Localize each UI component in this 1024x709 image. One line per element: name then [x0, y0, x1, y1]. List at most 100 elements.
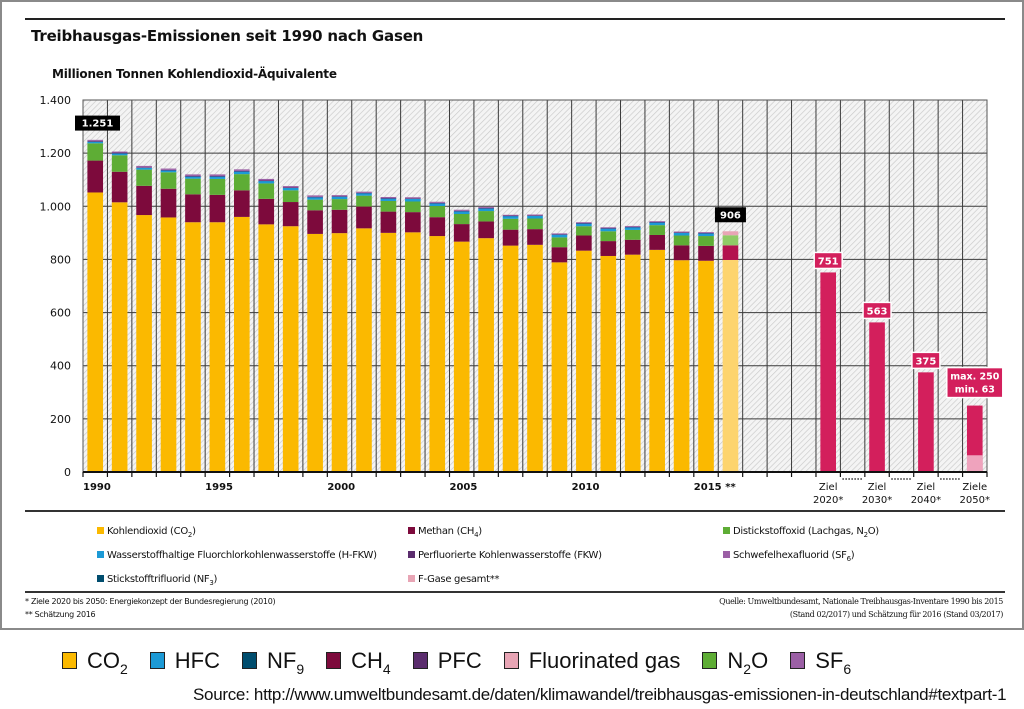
bar-segment-pfc: [527, 215, 543, 216]
bar-segment-co2: [478, 238, 494, 472]
bar-segment-co2: [624, 254, 641, 472]
bar-segment-ch4: [502, 229, 519, 246]
legend-label: Methan (CH4): [418, 526, 482, 539]
target-bar: [869, 322, 885, 472]
external-legend-label: PFC: [437, 648, 482, 673]
legend-item-fgas: F-Gase gesamt**: [408, 574, 499, 585]
bar-segment-hfc: [698, 233, 714, 237]
bar-segment-co2: [258, 224, 275, 472]
bar-segment-hfc: [429, 203, 446, 207]
target-label-line1: Ziel: [819, 482, 838, 493]
bar-segment-pfc: [453, 210, 470, 212]
y-tick-label: 1.400: [40, 94, 72, 107]
legend-subscript: 4: [474, 531, 479, 539]
chart-title: Treibhausgas-Emissionen seit 1990 nach G…: [31, 27, 424, 45]
target-bar: [820, 272, 837, 472]
bar-segment-n2o: [233, 174, 250, 191]
legend-subscript: 6: [846, 555, 851, 563]
bar-segment-n2o: [649, 225, 665, 235]
legend-subscript: 2: [187, 531, 193, 539]
bar-segment-sf6: [478, 206, 494, 208]
bar-segment-hfc: [307, 196, 323, 200]
bar-segment-pfc: [551, 234, 568, 235]
legend-item-co2: Kohlendioxid (CO2): [97, 526, 196, 539]
legend-label: Kohlendioxid (CO2): [107, 526, 196, 539]
total-badge: [75, 115, 120, 131]
legend-swatch: [326, 652, 342, 669]
bar-segment-ch4: [233, 190, 250, 217]
legend-swatch: [723, 551, 730, 558]
bar-segment-hfc: [136, 167, 152, 170]
bar-segment-sf6: [624, 225, 641, 227]
external-legend-label: NF9: [267, 648, 305, 677]
target-badge: [813, 251, 843, 270]
bar-segment-co2: [600, 255, 617, 472]
bar-segment-sf6: [673, 231, 690, 233]
external-legend-item: CH4: [326, 648, 391, 677]
bar-segment-co2: [722, 259, 739, 472]
y-tick-label: 400: [50, 360, 71, 373]
bar-segment-sf6: [160, 168, 177, 170]
bar-segment-co2: [673, 260, 690, 472]
bar-segment-pfc: [649, 221, 665, 223]
y-axis-unit-label: Millionen Tonnen Kohlendioxid-Äquivalent…: [52, 67, 337, 81]
x-tick-label: **: [725, 482, 736, 493]
y-tick-label: 200: [50, 413, 71, 426]
bar-segment-pfc: [258, 180, 275, 182]
bar-segment-hfc: [649, 222, 665, 226]
bar-segment-n2o: [453, 213, 470, 225]
external-legend-item: N2O: [702, 648, 768, 677]
footnote-estimate: ** Schätzung 2016: [25, 610, 96, 619]
bar-segment-co2: [649, 249, 665, 472]
legend: Kohlendioxid (CO2) Methan (CH4) Disticks…: [25, 510, 1005, 592]
bar-segment-n2o: [185, 178, 201, 195]
target-label-line2: 2030*: [862, 495, 892, 506]
bar-segment-co2: [87, 192, 104, 472]
bar-segment-sf6: [356, 191, 372, 193]
bar-segment-ch4: [331, 209, 348, 234]
legend-swatch: [62, 652, 77, 669]
bar-segment-hfc: [233, 171, 250, 175]
bar-segment-co2: [209, 222, 226, 472]
bar-segment-hfc: [209, 176, 226, 179]
source-note-2: (Stand 02/2017) und Schätzung für 2016 (…: [789, 610, 1003, 619]
bar-segment-ch4: [356, 206, 372, 229]
target-badge: [911, 351, 941, 370]
bar-segment-sf6: [576, 222, 592, 224]
legend-swatch: [408, 527, 415, 534]
y-tick-label: 800: [50, 253, 71, 266]
bar-segment-hfc: [380, 198, 397, 201]
source-note-1: Quelle: Umweltbundesamt, Nationale Treib…: [719, 597, 1003, 606]
total-badge: [714, 207, 746, 223]
bar-segment-co2: [307, 233, 323, 472]
legend-swatch: [97, 551, 104, 558]
bar-segment-ch4: [649, 234, 665, 250]
external-legend-item: Fluorinated gas: [503, 648, 680, 674]
bar-segment-hfc: [478, 208, 494, 212]
legend-label: Distickstoffoxid (Lachgas, N2O): [733, 526, 879, 539]
bar-segment-sf6: [502, 214, 519, 216]
bar-segment-hfc: [600, 228, 617, 232]
bar-segment-n2o: [673, 235, 690, 246]
footnote-targets: * Ziele 2020 bis 2050: Energiekonzept de…: [25, 597, 276, 606]
legend-item-hfc: Wasserstoffhaltige Fluorchlorkohlenwasse…: [97, 550, 377, 561]
external-legend-label: HFC: [174, 648, 221, 673]
bar-segment-n2o: [380, 200, 397, 212]
bar-segment-ch4: [527, 229, 543, 245]
legend-subscript: 2: [863, 531, 868, 539]
bar-segment-co2: [380, 232, 397, 472]
bar-segment-hfc: [673, 232, 690, 236]
bar-segment-co2: [136, 215, 152, 472]
bar-segment-sf6: [87, 139, 104, 141]
bar-segment-fgas: [722, 231, 739, 236]
external-legend-label: CO2: [87, 648, 128, 677]
x-tick-label: 1995: [205, 482, 233, 493]
legend-swatch: [790, 652, 806, 669]
bar-segment-pfc: [307, 196, 323, 198]
target-badge: [862, 301, 892, 320]
legend-label: Wasserstoffhaltige Fluorchlorkohlenwasse…: [107, 550, 377, 561]
target-badge-min: min. 63: [955, 385, 995, 396]
bar-segment-pfc: [136, 167, 152, 168]
bar-segment-co2: [405, 232, 421, 472]
bar-segment-hfc: [111, 153, 128, 156]
